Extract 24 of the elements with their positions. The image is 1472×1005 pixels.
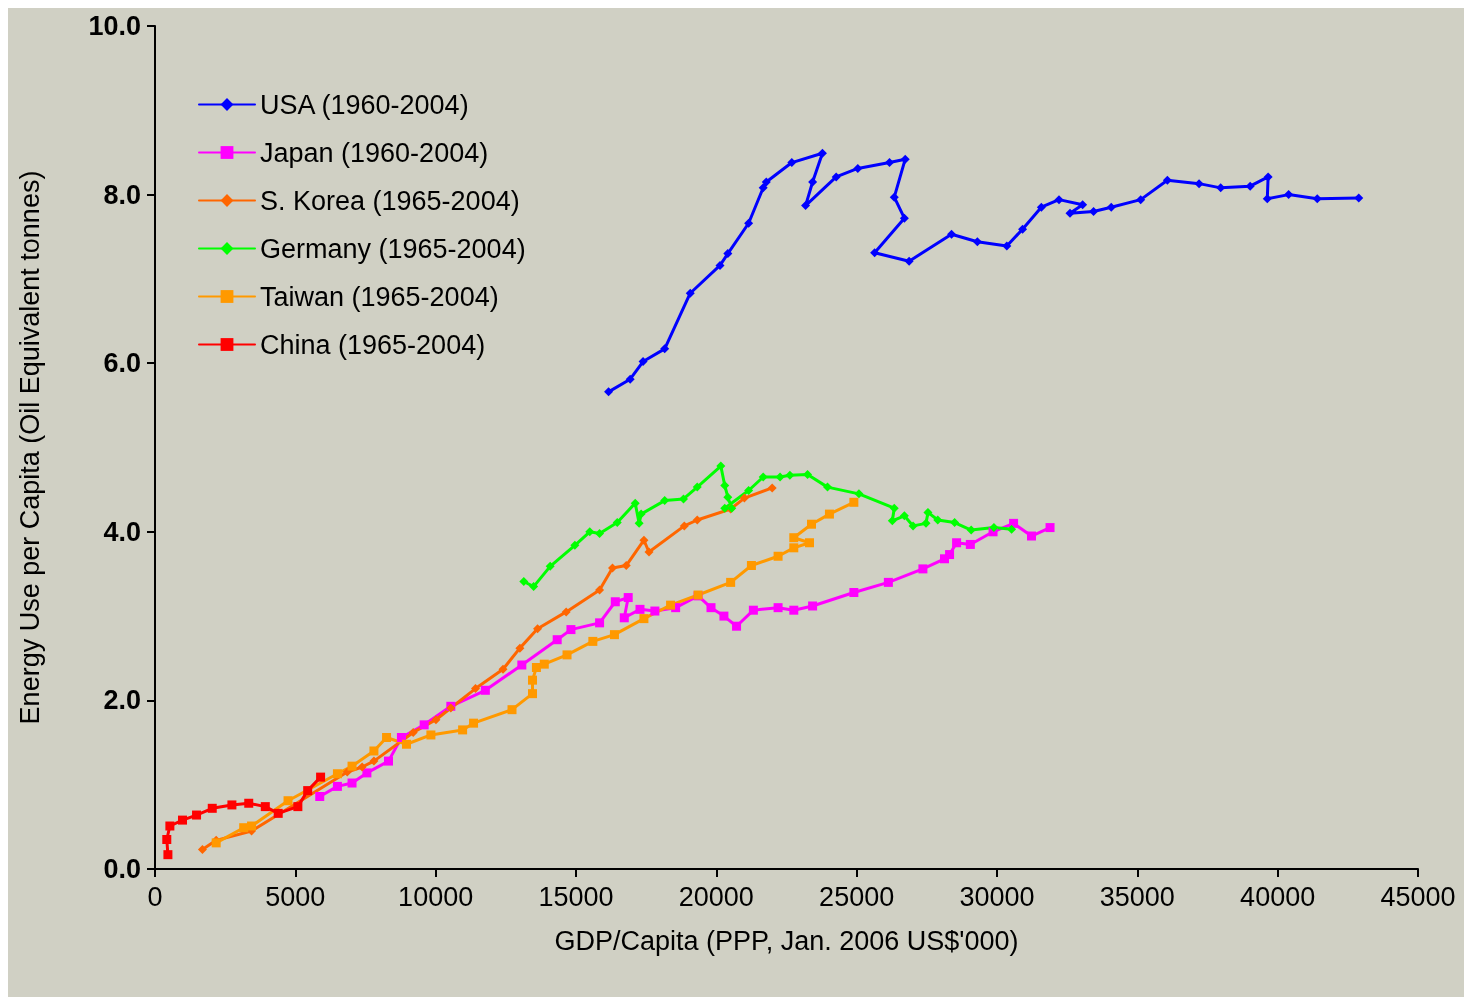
x-tick-label: 25000: [819, 881, 895, 912]
x-tick-label: 10000: [398, 881, 474, 912]
legend-label: China (1965-2004): [260, 329, 486, 360]
y-tick-label: 4.0: [103, 516, 141, 547]
legend-label: USA (1960-2004): [260, 89, 469, 120]
y-axis-title: Energy Use per Capita (Oil Equivalent tonnes): [14, 170, 45, 725]
x-tick-label: 45000: [1380, 881, 1456, 912]
y-tick-label: 10.0: [88, 11, 141, 41]
legend-label: Germany (1965-2004): [260, 233, 526, 264]
x-tick-label: 35000: [1099, 881, 1175, 912]
y-tick-label: 8.0: [103, 179, 141, 210]
x-axis-title: GDP/Capita (PPP, Jan. 2006 US$'000): [554, 925, 1019, 956]
x-tick-label: 20000: [678, 881, 754, 912]
x-tick-label: 30000: [959, 881, 1035, 912]
legend-label: Taiwan (1965-2004): [260, 281, 499, 312]
y-tick-label: 6.0: [103, 348, 141, 379]
x-tick-label: 15000: [538, 881, 614, 912]
x-tick-label: 40000: [1240, 881, 1316, 912]
legend-label: Japan (1960-2004): [260, 137, 489, 168]
y-tick-label: 2.0: [103, 685, 141, 716]
x-tick-label: 5000: [265, 881, 326, 912]
legend-label: S. Korea (1965-2004): [260, 185, 520, 216]
x-tick-label: 0: [147, 881, 163, 912]
y-tick-label: 0.0: [103, 854, 141, 884]
